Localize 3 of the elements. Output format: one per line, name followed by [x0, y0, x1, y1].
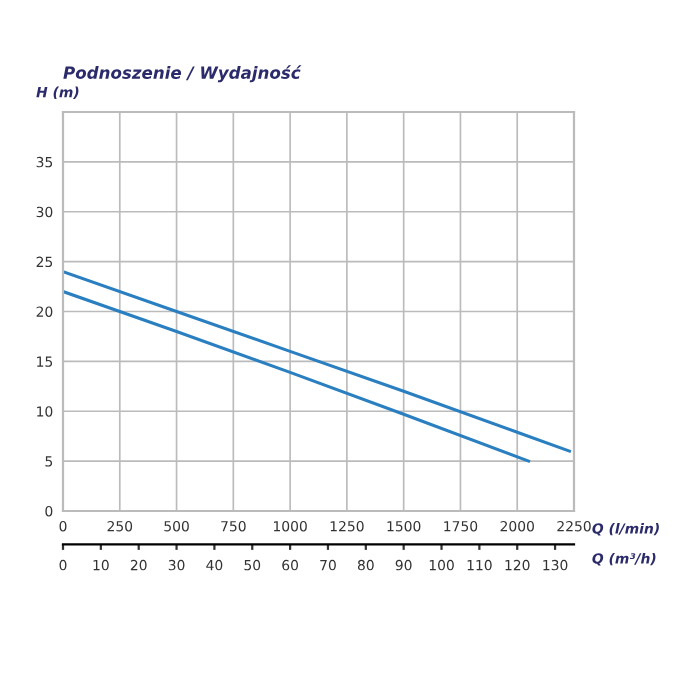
line-series [63, 290, 531, 463]
chart-title: Podnoszenie / Wydajność [63, 65, 302, 83]
line-series [63, 270, 571, 453]
